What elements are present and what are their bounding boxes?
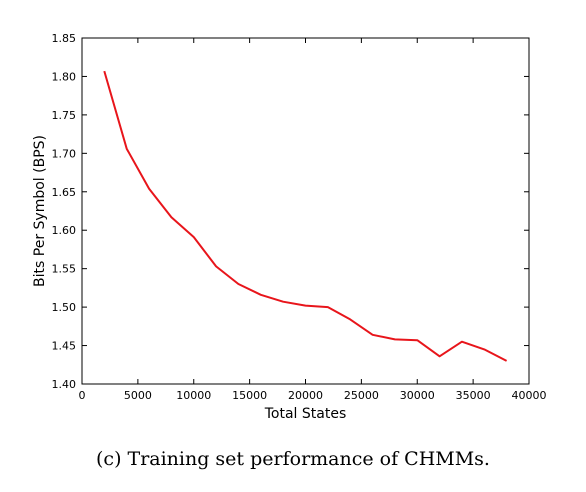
line-chart: 1.40 1.45 1.50 1.55 1.60 1.65 1.70 1.75 1.80 1.85… — [32, 32, 547, 422]
x-tick-label: 30000 — [400, 389, 435, 402]
x-tick-label: 40000 — [512, 389, 547, 402]
plot-area — [82, 38, 529, 384]
x-tick-label: 15000 — [232, 389, 267, 402]
plot-frame — [81, 37, 530, 385]
y-tick-label: 1.65 — [52, 186, 77, 199]
x-axis-ticks: 0 5000 10000 15000 20000 25000 30000 35000 40000 — [79, 38, 547, 402]
series-line — [103, 70, 508, 362]
x-tick-label: 35000 — [456, 389, 491, 402]
x-tick-label: 25000 — [344, 389, 379, 402]
x-tick-label: 20000 — [288, 389, 323, 402]
y-tick-label: 1.80 — [52, 70, 77, 83]
y-tick-label: 1.85 — [52, 32, 77, 45]
x-axis-label: Total States — [264, 406, 347, 422]
y-tick-label: 1.60 — [52, 224, 77, 237]
y-tick-label: 1.40 — [52, 378, 77, 391]
y-tick-label: 1.50 — [52, 301, 77, 314]
y-tick-label: 1.75 — [52, 109, 77, 122]
figure-caption: (c) Training set performance of CHMMs. — [96, 448, 490, 470]
y-axis-label: Bits Per Symbol (BPS) — [32, 135, 48, 287]
series-lines — [103, 70, 508, 362]
y-tick-label: 1.70 — [52, 147, 77, 160]
x-tick-label: 5000 — [124, 389, 152, 402]
y-tick-label: 1.55 — [52, 263, 77, 276]
y-axis-ticks: 1.40 1.45 1.50 1.55 1.60 1.65 1.70 1.75 1.80 1.85 — [52, 32, 529, 391]
x-tick-label: 10000 — [176, 389, 211, 402]
y-tick-label: 1.45 — [52, 340, 77, 353]
x-tick-label: 0 — [79, 389, 86, 402]
